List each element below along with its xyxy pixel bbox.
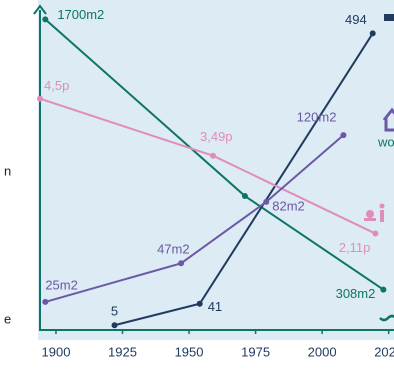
point xyxy=(111,322,118,329)
value-label: 308m2 xyxy=(336,286,376,301)
value-label: 3,49p xyxy=(200,129,233,144)
point xyxy=(210,152,217,159)
x-tick-label: 2025 xyxy=(374,344,394,359)
value-label: 25m2 xyxy=(45,277,78,292)
cropped-text: n xyxy=(4,163,11,178)
series-line xyxy=(45,134,345,303)
axis-arrow xyxy=(33,4,47,15)
point xyxy=(263,198,270,205)
x-tick-label: 1925 xyxy=(108,344,137,359)
x-tick-label: 1900 xyxy=(42,344,71,359)
cropped-text: e xyxy=(4,311,11,326)
x-tick-label: 1975 xyxy=(241,344,270,359)
x-tick-label: 2000 xyxy=(308,344,337,359)
value-label: 47m2 xyxy=(157,242,190,257)
x-tick-label: 1950 xyxy=(175,344,204,359)
value-label: 2,11p xyxy=(339,240,371,255)
point xyxy=(372,230,379,237)
value-label: 5 xyxy=(111,304,118,319)
point xyxy=(196,300,203,307)
value-label: 41 xyxy=(208,299,222,314)
point xyxy=(369,30,376,37)
house-icon xyxy=(382,107,394,132)
point xyxy=(42,298,49,305)
family-icon xyxy=(364,203,385,222)
point xyxy=(178,260,185,267)
point xyxy=(380,286,387,293)
point xyxy=(42,16,49,23)
cropped-text: wo xyxy=(377,134,394,149)
value-label: 120m2 xyxy=(297,110,337,125)
value-label: 82m2 xyxy=(272,198,305,213)
point xyxy=(340,132,347,139)
value-label: 494 xyxy=(345,12,367,27)
point xyxy=(37,95,43,102)
point xyxy=(241,193,248,200)
icon xyxy=(384,14,394,21)
value-label: 1700m2 xyxy=(57,7,104,22)
value-label: 4,5p xyxy=(44,78,69,93)
